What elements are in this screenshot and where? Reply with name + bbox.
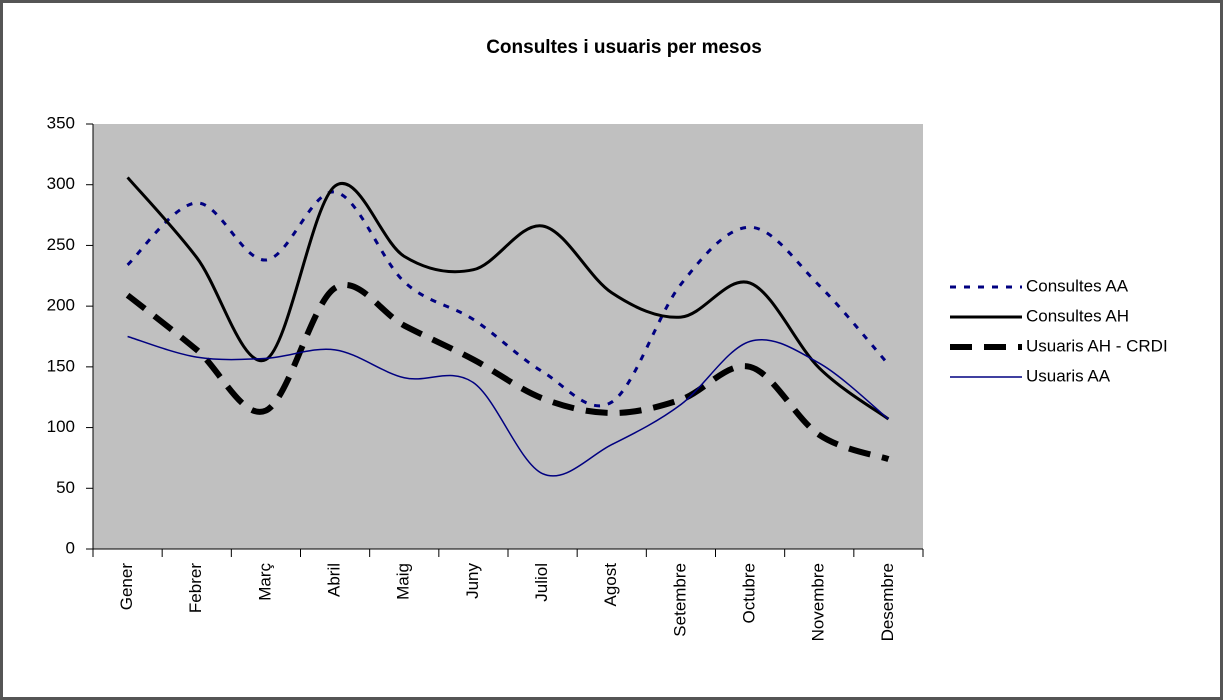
legend-label: Usuaris AH - CRDI [1026, 336, 1168, 355]
series-line [127, 335, 889, 477]
x-tick-label: Març [255, 563, 274, 601]
y-tick-label: 350 [47, 113, 75, 132]
chart-title: Consultes i usuaris per mesos [486, 37, 762, 58]
series-line [125, 282, 890, 463]
x-tick-label: Gener [117, 563, 136, 611]
series-line [126, 190, 890, 408]
legend-label: Consultes AA [1026, 276, 1129, 295]
x-tick-label: Abril [325, 563, 344, 597]
y-tick-label: 50 [56, 478, 75, 497]
x-tick-label: Setembre [670, 563, 689, 637]
x-tick-label: Desembre [878, 563, 897, 641]
y-tick-label: 300 [47, 174, 75, 193]
y-tick-label: 150 [47, 356, 75, 375]
series-line [126, 176, 890, 421]
y-tick-label: 0 [66, 538, 75, 557]
plot-area [93, 124, 923, 549]
x-tick-label: Novembre [809, 563, 828, 641]
x-tick-label: Octubre [740, 563, 759, 623]
y-tick-label: 250 [47, 235, 75, 254]
x-tick-label: Agost [601, 563, 620, 607]
legend-label: Usuaris AA [1026, 366, 1111, 385]
x-tick-label: Febrer [186, 563, 205, 613]
y-tick-label: 100 [47, 417, 75, 436]
legend-label: Consultes AH [1026, 306, 1129, 325]
y-tick-label: 200 [47, 296, 75, 315]
x-tick-label: Juliol [532, 563, 551, 602]
x-tick-label: Maig [394, 563, 413, 600]
x-tick-label: Juny [463, 563, 482, 599]
